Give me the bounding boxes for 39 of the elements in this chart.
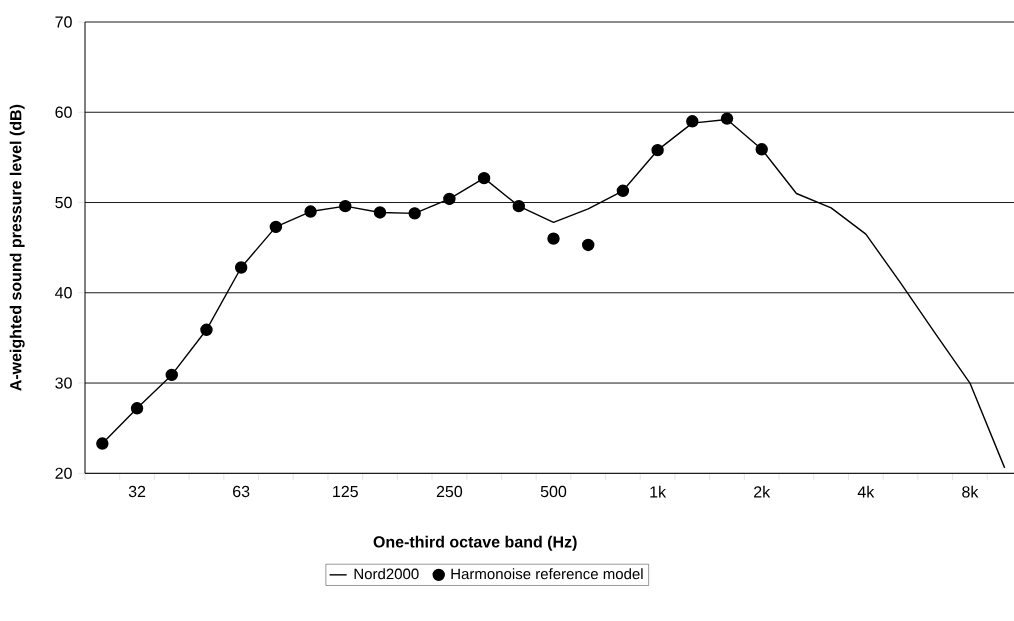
point [373,206,387,219]
y-tick-label: 60 [55,106,72,118]
legend-label: Nord2000 [354,568,419,580]
point [477,171,491,185]
point [269,220,283,234]
x-tick-label: 32 [128,485,146,498]
y-tick-label: 20 [55,467,72,479]
point [408,207,421,220]
x-tick-label: 4k [857,485,875,498]
point [200,323,213,336]
point [720,112,734,125]
x-tick-label: 250 [436,485,463,498]
y-tick-label: 70 [55,16,72,28]
point [130,402,144,415]
point [512,199,525,213]
y-axis-title: A-weighted sound pressure level (dB) [9,104,25,391]
x-tick-label: 125 [333,485,358,498]
point [339,199,352,213]
point [755,143,768,156]
x-tick-label: 8k [962,485,979,498]
point [547,232,560,245]
y-tick-label: 50 [55,196,72,209]
point [234,261,248,274]
point [686,115,699,128]
point [651,143,664,157]
x-tick-label: 1k [650,485,667,498]
point [616,184,630,197]
y-tick-label: 30 [55,377,72,389]
x-tick-label: 500 [540,485,567,498]
x-axis-title: One-third octave band (Hz) [373,535,577,551]
point [304,205,317,218]
point [96,437,109,450]
legend-label: Harmonoise reference model [451,568,643,580]
point [165,368,178,382]
x-tick-label: 63 [233,485,250,498]
x-tick-label: 2k [754,485,771,498]
point [443,192,456,206]
y-tick-label: 40 [55,287,72,299]
point [582,238,595,252]
